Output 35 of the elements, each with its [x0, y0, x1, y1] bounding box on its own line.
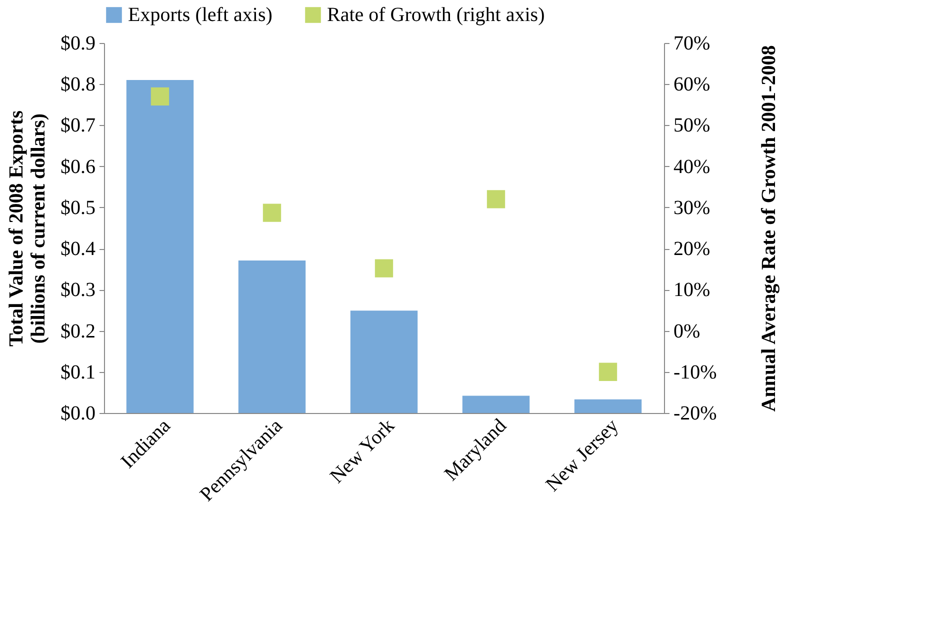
legend-label: Exports (left axis) [128, 4, 272, 26]
y2-axis-title: Annual Average Rate of Growth 2001-2008 [758, 45, 780, 412]
y-tick-label: $0.7 [60, 114, 96, 137]
bar [574, 399, 642, 413]
y2-tick-label: 70% [674, 32, 710, 54]
x-tick-label: New York [326, 414, 399, 488]
y-tick-label: $0.6 [60, 156, 96, 178]
y2-tick-label: 10% [674, 279, 710, 302]
point [486, 190, 506, 208]
bar [238, 260, 306, 413]
y-tick-label: $0.1 [60, 361, 96, 384]
y-tick-label: $0.4 [60, 238, 96, 260]
y-tick-label: $0.3 [60, 279, 96, 302]
y2-tick-label: 60% [674, 74, 710, 96]
y2-tick-label: 30% [674, 196, 710, 219]
point [598, 362, 618, 381]
legend-label: Rate of Growth (right axis) [327, 4, 545, 26]
bar [350, 310, 418, 413]
y2-tick-label: 40% [674, 156, 710, 178]
point [150, 87, 170, 106]
y-tick-label: $0.5 [60, 196, 96, 219]
y2-tick-label: 50% [674, 114, 710, 137]
y2-tick-label: 20% [674, 238, 710, 260]
bar [126, 80, 194, 413]
y-tick-label: $0.9 [60, 32, 96, 54]
y2-tick-label: 0% [674, 320, 700, 342]
y2-tick-label: -20% [674, 402, 717, 424]
y-tick-label: $0.0 [60, 402, 96, 424]
y-tick-label: $0.8 [60, 74, 96, 96]
bar [462, 396, 530, 413]
point [374, 259, 394, 278]
y-axis-title: Total Value of 2008 Exports (billions of current dollars) [6, 110, 50, 346]
point [262, 204, 282, 222]
y-tick-label: $0.2 [60, 320, 96, 342]
y2-tick-label: -10% [674, 361, 717, 384]
